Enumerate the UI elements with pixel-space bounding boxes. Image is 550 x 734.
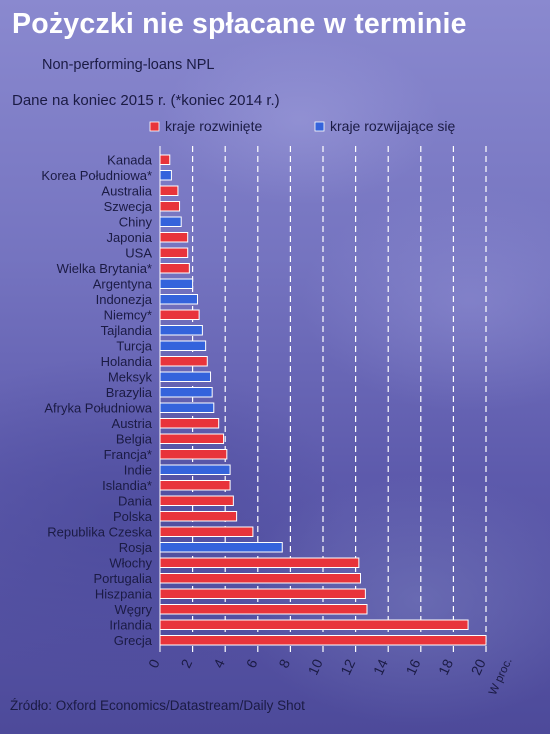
- category-label-holandia: Holandia: [101, 354, 153, 369]
- bar-portugalia: [159, 573, 361, 584]
- x-tick-label: 0: [145, 656, 163, 670]
- category-label-republika-czeska: Republika Czeska: [47, 524, 153, 539]
- bar-republika-czeska: [159, 526, 254, 537]
- chart-legend: kraje rozwinięte kraje rozwijające się: [149, 118, 455, 134]
- bar-szwecja: [159, 201, 181, 212]
- chart-bars: [159, 154, 487, 646]
- bar-rosja: [159, 542, 283, 553]
- category-label-chiny: Chiny: [119, 214, 153, 229]
- bar-chiny: [159, 216, 182, 227]
- x-axis-ticks: 0 2 4 6 8 10 12 14 16 18 20: [145, 656, 489, 677]
- bar-grecja: [159, 635, 487, 646]
- bar-argentyna: [159, 278, 194, 289]
- category-label-argentyna: Argentyna: [93, 276, 153, 291]
- category-label-indonezja: Indonezja: [96, 292, 153, 307]
- bar-polska: [159, 511, 238, 522]
- category-label-wielka-brytania: Wielka Brytania*: [57, 261, 152, 276]
- source-note: Źródło: Oxford Economics/Datastream/Dail…: [10, 698, 305, 713]
- category-label-polska: Polska: [113, 509, 153, 524]
- x-tick-label: 4: [210, 656, 228, 670]
- category-label-meksyk: Meksyk: [108, 369, 153, 384]
- category-label-brazylia: Brazylia: [106, 385, 153, 400]
- page-title: Pożyczki nie spłacane w terminie: [12, 8, 467, 40]
- x-tick-label: 12: [337, 656, 358, 677]
- bar-wielka-brytania: [159, 263, 190, 274]
- category-label-tajlandia: Tajlandia: [101, 323, 153, 338]
- page-subtitle: Non-performing-loans NPL: [42, 57, 215, 73]
- category-label-irlandia: Irlandia: [109, 617, 152, 632]
- bar-usa: [159, 247, 189, 258]
- x-tick-label: 18: [435, 656, 456, 677]
- category-label-indie: Indie: [124, 462, 152, 477]
- category-label-usa: USA: [125, 245, 152, 260]
- bar-islandia: [159, 480, 231, 491]
- category-label-wegry: Węgry: [114, 602, 152, 617]
- category-label-japonia: Japonia: [106, 230, 152, 245]
- category-label-dania: Dania: [118, 493, 153, 508]
- bar-japonia: [159, 232, 189, 243]
- x-axis-unit-label: W proc.: [487, 656, 515, 697]
- category-label-portugalia: Portugalia: [93, 571, 152, 586]
- x-tick-label: 8: [275, 656, 293, 670]
- category-label-australia: Australia: [101, 183, 152, 198]
- category-label-niemcy: Niemcy*: [104, 307, 152, 322]
- category-label-turcja: Turcja: [116, 338, 152, 353]
- legend-label-developing: kraje rozwijające się: [330, 118, 455, 134]
- bar-turcja: [159, 340, 207, 351]
- category-label-wlochy: Włochy: [109, 555, 152, 570]
- legend-swatch-developing: [314, 121, 325, 132]
- bar-francja: [159, 449, 228, 460]
- bar-indie: [159, 464, 231, 475]
- bar-australia: [159, 185, 179, 196]
- category-label-korea-poludniowa: Korea Południowa*: [41, 168, 152, 183]
- bar-wlochy: [159, 557, 360, 568]
- bar-holandia: [159, 356, 208, 367]
- bar-afryka-poludniowa: [159, 402, 215, 413]
- x-tick-label: 10: [305, 656, 326, 677]
- bar-tajlandia: [159, 325, 203, 336]
- x-tick-label: 14: [370, 656, 391, 677]
- bar-kanada: [159, 154, 171, 165]
- bar-brazylia: [159, 387, 213, 398]
- x-tick-label: 16: [402, 656, 423, 677]
- legend-label-developed: kraje rozwinięte: [165, 118, 262, 134]
- bar-belgia: [159, 433, 225, 444]
- category-label-austria: Austria: [112, 416, 153, 431]
- bar-irlandia: [159, 619, 469, 630]
- x-tick-label: 20: [468, 656, 489, 677]
- x-tick-label: 2: [178, 656, 196, 670]
- category-label-grecja: Grecja: [114, 633, 153, 648]
- category-label-szwecja: Szwecja: [104, 199, 153, 214]
- bar-meksyk: [159, 371, 212, 382]
- bar-niemcy: [159, 309, 200, 320]
- data-date-note: Dane na koniec 2015 r. (*koniec 2014 r.): [12, 92, 280, 109]
- x-tick-label: 6: [243, 656, 261, 670]
- bar-hiszpania: [159, 588, 366, 599]
- category-label-islandia: Islandia*: [102, 478, 152, 493]
- category-label-rosja: Rosja: [119, 540, 153, 555]
- bar-wegry: [159, 604, 368, 615]
- bar-korea-poludniowa: [159, 170, 172, 181]
- category-label-belgia: Belgia: [116, 431, 153, 446]
- legend-swatch-developed: [149, 121, 160, 132]
- bar-austria: [159, 418, 220, 429]
- category-label-hiszpania: Hiszpania: [95, 586, 153, 601]
- bar-dania: [159, 495, 234, 506]
- category-label-afryka-poludniowa: Afryka Południowa: [44, 400, 152, 415]
- bar-indonezja: [159, 294, 198, 305]
- category-label-francja: Francja*: [104, 447, 152, 462]
- category-label-kanada: Kanada: [107, 152, 153, 167]
